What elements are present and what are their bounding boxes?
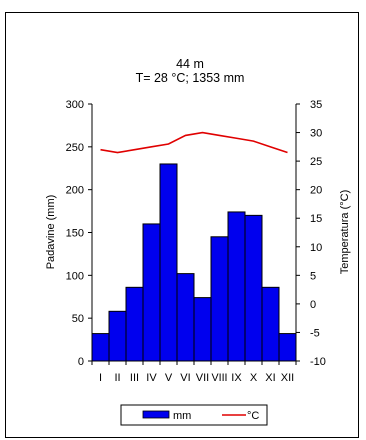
precipitation-bars: [91, 163, 297, 362]
right-tick-label: 25: [310, 156, 322, 168]
right-tick-label: -10: [310, 356, 326, 368]
x-tick-label: X: [250, 372, 258, 384]
legend-swatch-mm: [142, 410, 170, 419]
x-tick-label: II: [114, 372, 120, 384]
legend-label-temperature: °C: [247, 410, 259, 422]
precip-bar-VI: [176, 273, 195, 362]
precip-bar-III: [125, 286, 144, 362]
legend-label-mm: mm: [173, 410, 191, 422]
legend-box: [120, 404, 268, 426]
x-tick-label: IX: [231, 372, 242, 384]
right-tick-label: 30: [310, 128, 322, 140]
left-tick-label: 0: [78, 356, 84, 368]
x-tick-label: VI: [180, 372, 190, 384]
left-tick-label: 200: [66, 185, 84, 197]
chart-title-summary: T= 28 °C; 1353 mm: [136, 71, 245, 85]
x-tick-label: I: [99, 372, 102, 384]
left-tick-label: 50: [72, 313, 84, 325]
precip-bar-IV: [142, 223, 161, 362]
x-tick-label: VIII: [212, 372, 228, 384]
right-axis-ticks: -10 -5 0 5 10 15 20 25 30 35: [296, 99, 326, 368]
precip-bar-XII: [278, 333, 297, 362]
x-axis-ticks: I II III IV V VI VII VIII IX X XI XII: [91, 361, 297, 384]
left-tick-label: 250: [66, 142, 84, 154]
precip-bar-VII: [193, 297, 212, 362]
y-axis-label-left: Padavine (mm): [45, 195, 57, 270]
right-tick-label: 15: [310, 213, 322, 225]
x-tick-label: VII: [196, 372, 209, 384]
right-tick-label: 0: [310, 299, 316, 311]
left-tick-label: 100: [66, 270, 84, 282]
x-tick-label: III: [130, 372, 139, 384]
precip-bar-V: [159, 163, 178, 362]
right-tick-label: 35: [310, 99, 322, 111]
temperature-line-layer: [100, 131, 288, 154]
precip-bar-II: [108, 310, 127, 362]
precip-bar-VIII: [210, 236, 229, 362]
right-tick-label: 5: [310, 270, 316, 282]
chart-title-elevation: 44 m: [176, 57, 204, 71]
right-tick-label: -5: [310, 327, 320, 339]
x-tick-label: IV: [146, 372, 157, 384]
x-tick-label: V: [165, 372, 173, 384]
chart-frame: [5, 12, 359, 438]
left-tick-label: 150: [66, 228, 84, 240]
right-tick-label: 20: [310, 185, 322, 197]
precip-bar-XI: [261, 286, 280, 362]
precip-bar-X: [244, 214, 263, 362]
right-tick-label: 10: [310, 242, 322, 254]
precip-bar-IX: [227, 211, 246, 362]
left-tick-label: 300: [66, 99, 84, 111]
y-axis-label-right: Temperatura (°C): [339, 190, 351, 274]
temperature-line: [100, 131, 288, 154]
x-tick-label: XII: [281, 372, 294, 384]
x-tick-label: XI: [265, 372, 275, 384]
legend: mm °C: [120, 404, 268, 426]
left-axis-ticks: 0 50 100 150 200 250 300: [66, 99, 92, 368]
precip-bar-I: [91, 333, 110, 362]
